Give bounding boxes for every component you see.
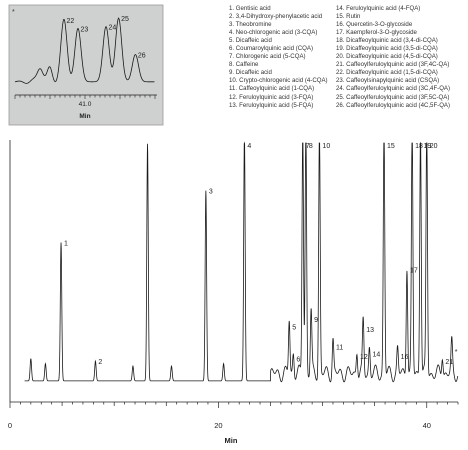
peak-label: 4 [247, 143, 251, 150]
legend-entry: 20. Dicaffeoylquinic acid (4,5-di-CQA) [336, 53, 438, 61]
legend-entry: 8. Caffeine [229, 61, 259, 69]
legend-entry: 15. Rutin [336, 13, 361, 21]
peak-label: 14 [372, 352, 380, 359]
legend-entry: 6. Coumaroylquinic acid (CQA) [229, 45, 313, 53]
peak-label: 2 [98, 359, 102, 366]
legend-entry: 18. Dicaffeoylquinic acid (3,4-di-CQA) [336, 37, 438, 45]
legend-entry: 11. Caffeoylquinic acid (1-CQA) [229, 85, 315, 93]
x-tick-label: 0 [8, 421, 12, 430]
peak-label: 11 [336, 344, 343, 351]
legend-entry: 26. Caffeoylferuloylquinic acid (4C,5F-Q… [336, 101, 451, 109]
peak-label: * [455, 349, 458, 356]
legend-entry: 23. Caffeoylsinapylquinic acid (CSQA) [336, 77, 440, 85]
legend-entry: 21. Caffeoylferuloylquinic acid (3F,4C-Q… [336, 61, 450, 69]
peak-label: 1 [64, 241, 68, 248]
legend-entry: 14. Feruloylquinic acid (4-FQA) [336, 5, 421, 12]
legend-left-column: 1. Gentisic acid 2. 3,4-Dihydroxy-phenyla… [229, 5, 328, 110]
peak-label: 17 [410, 268, 418, 275]
x-tick-label: 40 [423, 421, 431, 430]
main-trace-line [24, 141, 459, 383]
legend-entry: 19. Dicaffeoylquinic acid (3,5-di-CQA) [336, 45, 438, 53]
peak-label: 18 [415, 143, 423, 150]
peak-label: 13 [366, 327, 374, 334]
peak-label: 3 [209, 189, 213, 196]
legend-entry: 16. Quercetin-3-O-glycoside [336, 21, 413, 29]
inset-background [8, 4, 164, 126]
x-axis-label: Min [225, 436, 238, 445]
x-tick-marks [9, 402, 459, 408]
inset-peak-labels: 22 23 24 25 26 [67, 16, 146, 59]
inset-tick-marks [14, 95, 156, 99]
inset-peak-label: 22 [67, 18, 75, 25]
legend-entry: 24. Caffeoylferuloylquinic acid (3C,4F-Q… [336, 85, 451, 93]
inset-peak-label: 24 [109, 25, 117, 32]
legend-entry: 9. Dicaffeic acid [229, 69, 272, 77]
inset-x-axis-label: Min [79, 113, 90, 120]
peak-label: 19 [423, 143, 431, 150]
legend-entry: 17. Kaempferol-3-O-glycoside [336, 29, 417, 37]
inset-panel: * 22 23 24 25 26 41.0 Min [8, 4, 164, 126]
legend-entry: 5. Dicaffeic acid [229, 37, 272, 45]
inset-peak-label: 23 [81, 27, 89, 34]
legend-entry: 2. 3,4-Dihydroxy-phenylacetic acid [229, 13, 323, 21]
peak-label: 8 [309, 143, 313, 150]
legend-entry: 7. Chlorogenic acid (5-CQA) [229, 53, 306, 61]
peak-label: 6 [296, 357, 300, 364]
legend-entry: 4. Neo-chlorogenic acid (3-CQA) [229, 29, 318, 37]
legend-entry: 1. Gentisic acid [229, 5, 271, 12]
x-tick-labels: 0 20 40 [8, 421, 431, 430]
peak-label: 15 [387, 143, 395, 150]
peak-label: 20 [430, 143, 438, 150]
peak-label: 7 [306, 143, 310, 150]
legend-entry: 25. Caffeoylferuloylquinic acid (3F,5C-Q… [336, 93, 450, 101]
legend-entry: 3. Theobromine [229, 21, 272, 29]
peak-label: 12 [360, 354, 368, 361]
inset-trace-line [14, 17, 155, 84]
peak-label: 9 [314, 317, 318, 324]
legend-entry: 22. Dicaffeoylquinic acid (1,5-di-CQA) [336, 69, 438, 77]
peak-label: 16 [401, 354, 409, 361]
peak-label: 5 [292, 325, 296, 332]
inset-peak-label: 26 [138, 53, 146, 60]
peak-label: 10 [322, 143, 330, 150]
legend-entry: 13. Feruloylquinic acid (5-FQA) [229, 101, 314, 109]
inset-xtick-label: 41.0 [79, 101, 92, 108]
legend-right-column: 14. Feruloylquinic acid (4-FQA) 15. Rutin… [336, 5, 450, 110]
legend-entry: 12. Feruloylquinic acid (3-FQA) [229, 93, 314, 101]
x-tick-label: 20 [214, 421, 222, 430]
inset-marker: * [12, 9, 15, 16]
peak-label: 21 [445, 359, 453, 366]
legend-entry: 10. Crypto-chlorogenic acid (4-CQA) [229, 77, 328, 85]
inset-peak-label: 25 [121, 16, 129, 23]
